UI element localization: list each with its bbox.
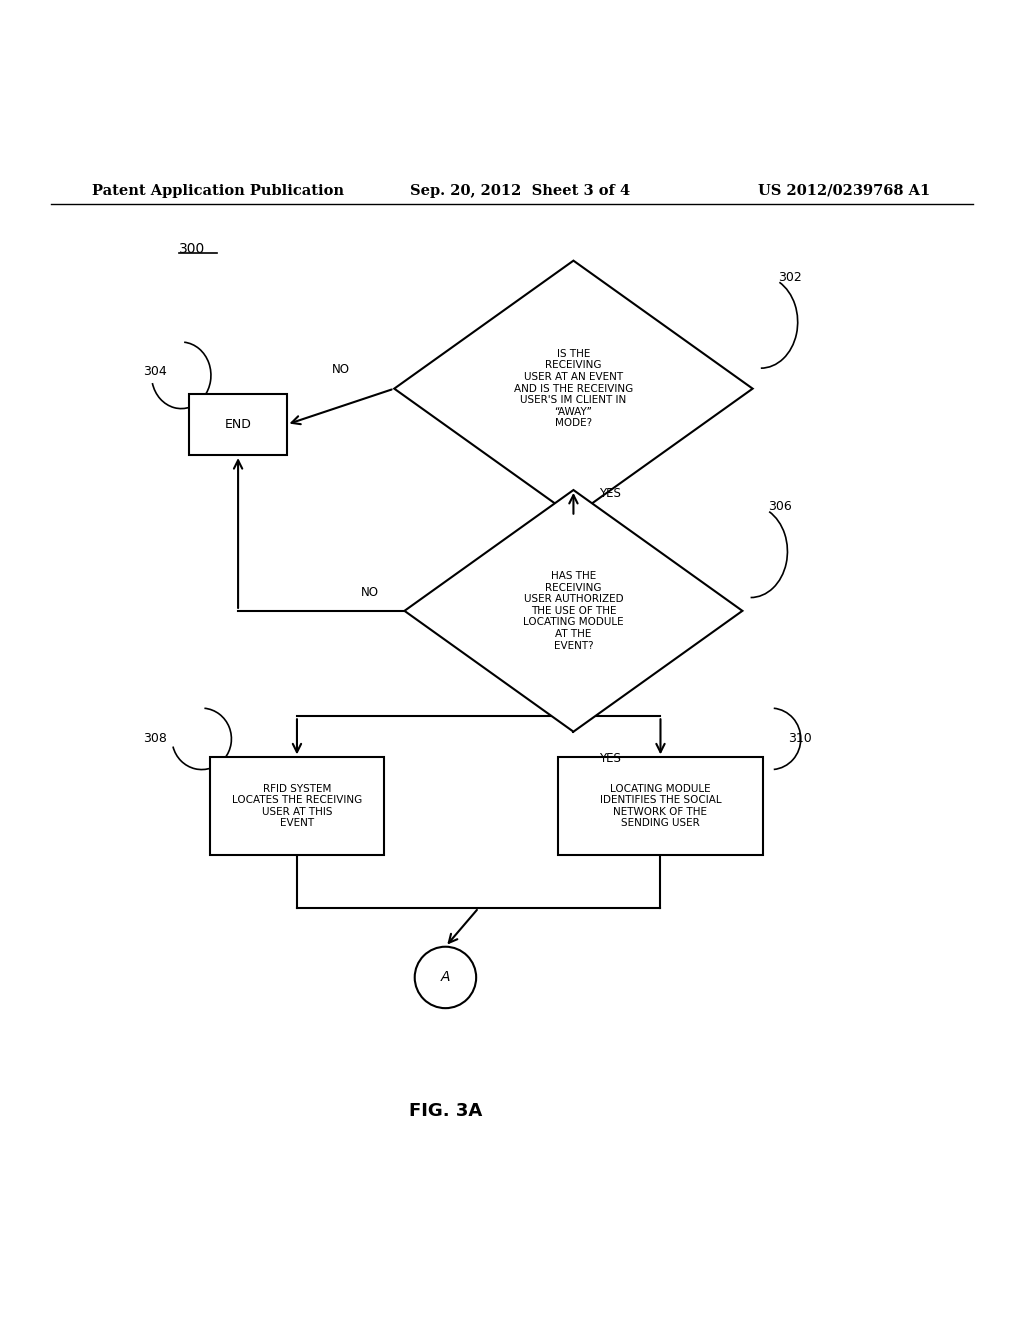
Text: FIG. 3A: FIG. 3A [409,1102,482,1121]
Text: YES: YES [599,752,621,766]
Text: LOCATING MODULE
IDENTIFIES THE SOCIAL
NETWORK OF THE
SENDING USER: LOCATING MODULE IDENTIFIES THE SOCIAL NE… [600,784,721,829]
Text: 300: 300 [179,242,206,256]
Polygon shape [394,260,753,516]
Text: US 2012/0239768 A1: US 2012/0239768 A1 [758,183,930,198]
Text: Sep. 20, 2012  Sheet 3 of 4: Sep. 20, 2012 Sheet 3 of 4 [410,183,630,198]
Text: NO: NO [360,586,379,598]
Text: YES: YES [599,487,621,499]
Text: IS THE
RECEIVING
USER AT AN EVENT
AND IS THE RECEIVING
USER'S IM CLIENT IN
“AWAY: IS THE RECEIVING USER AT AN EVENT AND IS… [514,348,633,429]
FancyBboxPatch shape [558,758,763,854]
Text: END: END [224,418,252,430]
FancyBboxPatch shape [189,393,287,455]
Text: NO: NO [332,363,349,376]
FancyBboxPatch shape [210,758,384,854]
Text: HAS THE
RECEIVING
USER AUTHORIZED
THE USE OF THE
LOCATING MODULE
AT THE
EVENT?: HAS THE RECEIVING USER AUTHORIZED THE US… [523,572,624,651]
Text: 302: 302 [778,271,802,284]
Text: A: A [440,970,451,985]
Polygon shape [404,490,742,731]
Text: 306: 306 [768,500,792,513]
Text: RFID SYSTEM
LOCATES THE RECEIVING
USER AT THIS
EVENT: RFID SYSTEM LOCATES THE RECEIVING USER A… [231,784,362,829]
Text: 310: 310 [788,731,812,744]
Text: 304: 304 [143,366,167,378]
Text: Patent Application Publication: Patent Application Publication [92,183,344,198]
Circle shape [415,946,476,1008]
Text: 308: 308 [143,731,167,744]
